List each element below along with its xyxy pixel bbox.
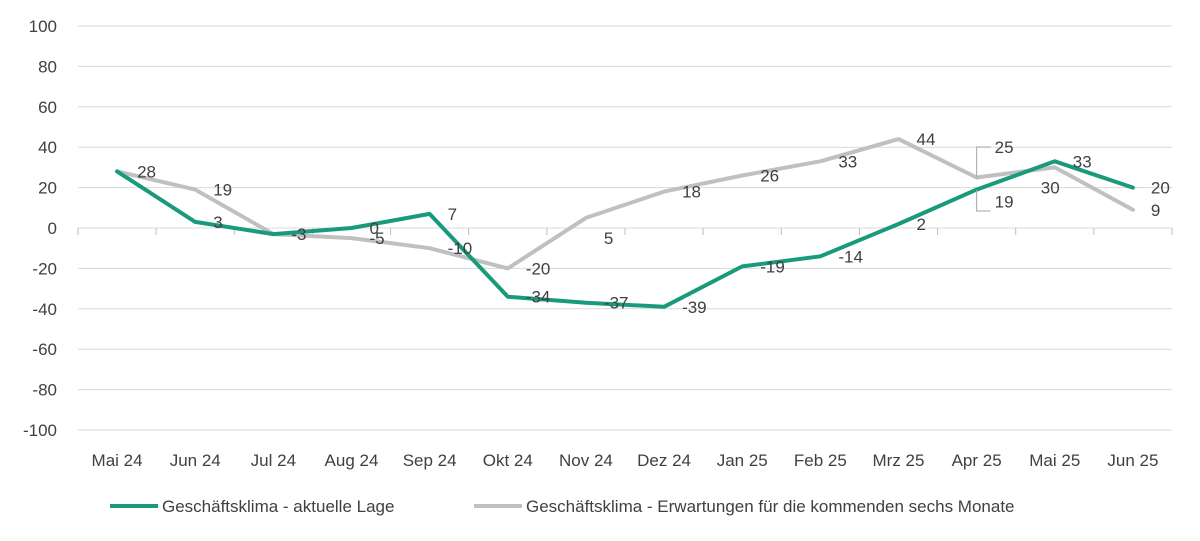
x-tick-label: Mai 24 <box>92 451 143 470</box>
data-labels: 3 0 7 -34 -37 -39 -19 -14 2 19 33 20 28 19 -3 -5 -10 -20 5… <box>137 130 1170 317</box>
x-tick-label: Apr 25 <box>952 451 1002 470</box>
y-tick-label: -100 <box>23 421 57 440</box>
data-label: -34 <box>526 288 551 307</box>
y-tick-label: -40 <box>32 300 57 319</box>
x-tick-label: Jan 25 <box>717 451 768 470</box>
data-label: 26 <box>760 166 779 185</box>
data-label: 33 <box>838 152 857 171</box>
x-tick-label: Sep 24 <box>403 451 457 470</box>
data-label: 20 <box>1151 179 1170 198</box>
data-label: 18 <box>682 183 701 202</box>
data-label: 5 <box>604 229 613 248</box>
leader-line <box>977 147 991 178</box>
x-tick-label: Feb 25 <box>794 451 847 470</box>
data-label: 9 <box>1151 201 1160 220</box>
legend: Geschäftsklima - aktuelle Lage Geschäftsk… <box>110 497 1015 516</box>
x-tick-label: Nov 24 <box>559 451 613 470</box>
x-tick-label: Dez 24 <box>637 451 691 470</box>
data-label: 3 <box>213 213 222 232</box>
data-label: 2 <box>917 215 926 234</box>
data-label: -10 <box>448 239 473 258</box>
x-tick-label: Jul 24 <box>251 451 296 470</box>
line-chart: 100 80 60 40 20 0 -20 -40 -60 -80 -100 Mai 24 Jun 2… <box>0 0 1200 541</box>
data-label: 7 <box>448 205 457 224</box>
x-tick-label: Aug 24 <box>325 451 379 470</box>
y-tick-label: -80 <box>32 381 57 400</box>
data-label: -37 <box>604 294 629 313</box>
data-label: 30 <box>1041 178 1060 197</box>
data-label: 25 <box>995 138 1014 157</box>
y-tick-label: -20 <box>32 259 57 278</box>
data-label: -14 <box>838 247 863 266</box>
x-tick-label: Mai 25 <box>1029 451 1080 470</box>
y-tick-label: 80 <box>38 57 57 76</box>
data-label: -39 <box>682 298 707 317</box>
legend-label: Geschäftsklima - Erwartungen für die kom… <box>526 497 1015 516</box>
chart-container: 100 80 60 40 20 0 -20 -40 -60 -80 -100 Mai 24 Jun 2… <box>0 0 1200 541</box>
y-tick-label: 20 <box>38 179 57 198</box>
data-label: 28 <box>137 162 156 181</box>
series-line <box>117 139 1133 268</box>
x-tick-label: Jun 25 <box>1107 451 1158 470</box>
x-tick-label: Okt 24 <box>483 451 533 470</box>
legend-label: Geschäftsklima - aktuelle Lage <box>162 497 394 516</box>
y-tick-label: 40 <box>38 138 57 157</box>
data-label: 44 <box>917 130 936 149</box>
data-label: -19 <box>760 257 785 276</box>
y-tick-label: 0 <box>48 219 57 238</box>
data-label: 33 <box>1073 152 1092 171</box>
y-tick-label: -60 <box>32 340 57 359</box>
data-label: 19 <box>213 181 232 200</box>
y-axis: 100 80 60 40 20 0 -20 -40 -60 -80 -100 <box>23 17 57 440</box>
data-label: -20 <box>526 259 551 278</box>
data-label: 19 <box>995 193 1014 212</box>
y-tick-label: 60 <box>38 98 57 117</box>
x-tick-label: Jun 24 <box>170 451 221 470</box>
data-label: -5 <box>370 229 385 248</box>
x-tick-label: Mrz 25 <box>873 451 925 470</box>
series-lines <box>117 139 1133 307</box>
y-tick-label: 100 <box>29 17 57 36</box>
data-label: -3 <box>291 225 306 244</box>
leader-line <box>977 190 991 211</box>
